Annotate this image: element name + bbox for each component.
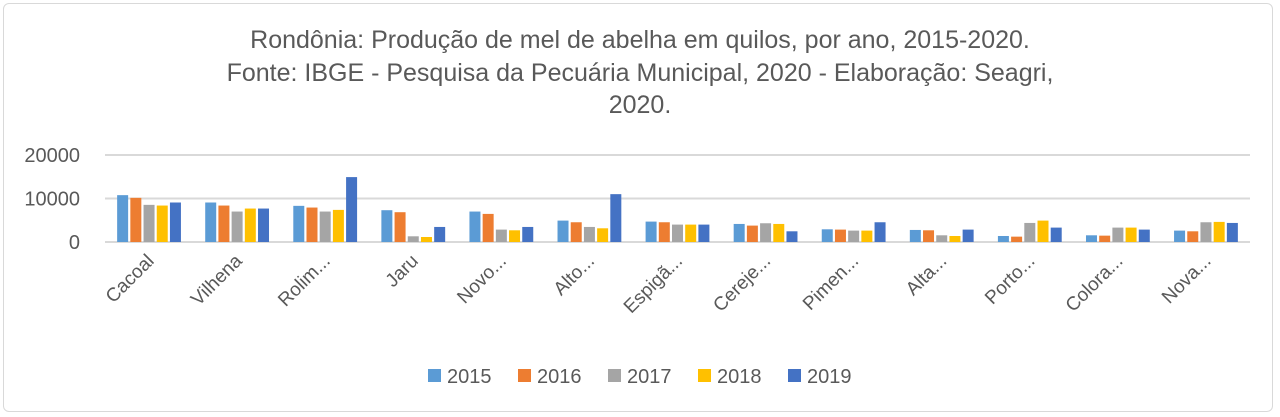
bar-2018 <box>156 205 168 242</box>
legend-swatch-2016 <box>518 369 531 382</box>
bar-2016 <box>1187 231 1199 242</box>
bar-2018 <box>773 223 785 242</box>
bar-2018 <box>332 209 344 242</box>
bar-2015 <box>381 210 393 242</box>
x-category-label: Rolim... <box>274 251 334 311</box>
bar-2015 <box>1174 230 1186 242</box>
bar-2019 <box>1050 227 1062 242</box>
bar-2019 <box>258 208 270 242</box>
bar-2015 <box>733 223 745 242</box>
x-category-label: Cereje... <box>709 251 775 317</box>
bar-2017 <box>583 226 595 242</box>
bar-2016 <box>1099 235 1111 242</box>
x-category-label: Pimen... <box>799 251 863 315</box>
bar-2019 <box>169 202 181 242</box>
bar-2017 <box>936 235 948 242</box>
bar-2019 <box>786 231 798 242</box>
bar-2015 <box>557 220 569 242</box>
legend-swatch-2018 <box>698 369 711 382</box>
x-category-label: Espigã... <box>620 251 687 318</box>
x-category-label: Porto... <box>981 251 1039 309</box>
bar-2015 <box>469 211 481 242</box>
bar-2016 <box>923 230 935 242</box>
legend-label: 2017 <box>627 366 672 388</box>
bar-2019 <box>962 229 974 242</box>
bar-2017 <box>407 236 419 242</box>
bar-2017 <box>143 204 155 242</box>
bar-2019 <box>698 224 710 242</box>
bar-2018 <box>509 230 521 242</box>
bar-2017 <box>231 211 243 242</box>
legend-label: 2016 <box>537 366 582 388</box>
legend-swatch-2015 <box>428 369 441 382</box>
bar-2016 <box>1011 236 1023 242</box>
legend-label: 2018 <box>717 366 762 388</box>
legend-label: 2019 <box>807 366 852 388</box>
chart-title-line-1: Rondônia: Produção de mel de abelha em q… <box>250 26 1030 54</box>
chart-title-line-3: 2020. <box>609 91 672 119</box>
bar-2018 <box>1037 220 1049 242</box>
y-tick-label: 0 <box>69 232 80 254</box>
x-category-label: Alto... <box>550 251 599 300</box>
bar-2015 <box>1085 235 1097 242</box>
bar-2017 <box>1112 227 1124 242</box>
bar-2016 <box>746 225 758 242</box>
legend-swatch-2019 <box>788 369 801 382</box>
x-category-label: Nova... <box>1158 251 1215 308</box>
bar-2018 <box>420 236 432 242</box>
bar-2018 <box>244 208 256 242</box>
bar-2019 <box>610 194 622 242</box>
bar-2016 <box>306 207 318 242</box>
bar-2019 <box>346 177 358 242</box>
bar-2018 <box>597 228 609 242</box>
bar-2017 <box>1200 222 1212 242</box>
bar-2017 <box>1024 222 1036 242</box>
bar-2019 <box>434 226 446 242</box>
legend-swatch-2017 <box>608 369 621 382</box>
bar-2015 <box>205 202 217 242</box>
legend-label: 2015 <box>447 366 492 388</box>
bar-2016 <box>218 205 230 242</box>
bar-2018 <box>1213 221 1225 242</box>
bar-2015 <box>645 221 657 242</box>
x-category-label: Novo... <box>453 251 510 308</box>
bar-2016 <box>658 222 670 242</box>
bar-2017 <box>319 211 331 242</box>
bar-2015 <box>909 229 921 242</box>
bar-2016 <box>130 197 142 242</box>
bar-2019 <box>522 226 534 242</box>
bar-2016 <box>570 222 582 242</box>
bar-2016 <box>834 229 846 242</box>
y-tick-label: 10000 <box>24 189 80 211</box>
x-category-label: Colora... <box>1062 251 1128 317</box>
chart-frame <box>3 3 1273 412</box>
y-tick-label: 20000 <box>24 145 80 167</box>
bar-2017 <box>760 223 772 242</box>
bar-2018 <box>949 235 961 242</box>
bar-2015 <box>821 229 833 242</box>
bar-2015 <box>117 195 129 242</box>
x-category-label: Vilhena <box>187 250 247 310</box>
bar-2017 <box>672 224 683 242</box>
x-category-label: Jaru <box>382 251 423 292</box>
bar-2016 <box>482 213 494 242</box>
bar-2016 <box>394 212 406 242</box>
bar-2019 <box>1138 229 1150 242</box>
chart-title-line-2: Fonte: IBGE - Pesquisa da Pecuária Munic… <box>227 59 1054 87</box>
bar-2018 <box>685 224 697 242</box>
bar-2015 <box>997 235 1009 242</box>
x-category-label: Cacoal <box>102 251 159 308</box>
x-category-label: Alta... <box>902 251 951 300</box>
bar-2018 <box>861 230 873 242</box>
bar-2017 <box>495 229 507 242</box>
bar-2017 <box>848 230 860 242</box>
bar-2019 <box>874 222 886 242</box>
bar-2019 <box>1226 222 1238 242</box>
bar-2018 <box>1125 227 1137 242</box>
bar-2015 <box>293 205 305 242</box>
